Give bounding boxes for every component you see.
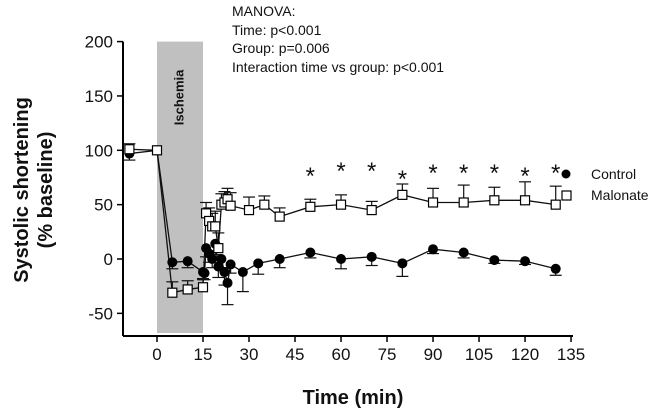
x-tick-label: 15 — [194, 345, 213, 364]
data-point-malonate — [427, 197, 439, 208]
y-tick-label: 0 — [104, 250, 113, 269]
data-point-malonate — [182, 284, 193, 295]
data-point-malonate — [550, 199, 561, 210]
y-tick-label: 200 — [85, 33, 113, 52]
data-point-malonate — [366, 204, 377, 216]
y-tick-label: 50 — [94, 196, 113, 215]
data-point-control — [336, 254, 347, 264]
data-point-malonate — [305, 201, 316, 212]
y-tick-label: 150 — [85, 87, 113, 106]
x-tick-label: 75 — [378, 345, 397, 364]
data-point-malonate — [519, 195, 531, 206]
x-tick-label: 90 — [424, 345, 443, 364]
data-point-control — [199, 268, 210, 279]
data-point-control — [489, 255, 500, 266]
y-tick-label: -50 — [88, 304, 113, 323]
significance-marker: * — [520, 163, 529, 190]
data-point-malonate — [397, 189, 408, 200]
significance-marker: * — [367, 158, 376, 185]
data-point-malonate — [458, 197, 469, 208]
x-tick-label: 105 — [465, 345, 493, 364]
significance-marker: * — [459, 160, 468, 187]
data-point-malonate — [335, 199, 347, 210]
data-point-control — [274, 254, 285, 264]
data-point-control — [458, 247, 469, 258]
data-point-control — [253, 258, 264, 269]
data-point-control — [397, 258, 408, 269]
data-point-malonate — [274, 211, 285, 222]
y-axis-label: (% baseline) — [35, 132, 57, 249]
data-point-control — [216, 254, 227, 264]
ischemia-label: Ischemia — [171, 69, 186, 125]
x-tick-label: 0 — [152, 345, 161, 364]
y-tick-label: 100 — [85, 141, 113, 160]
data-point-control — [366, 251, 377, 262]
data-point-control — [219, 267, 230, 278]
legend-marker-malonate — [561, 190, 572, 201]
data-point-control — [305, 247, 316, 258]
data-point-control — [207, 254, 218, 264]
annotation-line: Time: p<0.001 — [232, 21, 322, 38]
x-tick-label: 30 — [240, 345, 259, 364]
data-point-control — [225, 259, 236, 270]
data-point-malonate — [151, 145, 163, 156]
data-point-malonate — [225, 200, 236, 211]
data-point-malonate — [259, 199, 270, 210]
significance-marker: * — [428, 160, 437, 187]
data-point-malonate — [167, 287, 178, 298]
annotation-line: Interaction time vs group: p<0.001 — [232, 58, 445, 75]
significance-marker: * — [336, 158, 345, 185]
significance-marker: * — [398, 166, 407, 193]
ischemia-region — [157, 41, 204, 333]
significance-marker: * — [551, 160, 560, 187]
data-point-malonate — [243, 204, 255, 216]
data-point-control — [222, 277, 233, 288]
data-point-malonate — [210, 221, 221, 232]
data-point-malonate — [124, 144, 135, 155]
data-point-control — [167, 257, 178, 268]
data-point-control — [237, 267, 248, 278]
legend-marker-control — [561, 169, 571, 179]
significance-marker: * — [306, 163, 315, 190]
data-point-malonate — [197, 282, 209, 293]
x-tick-label: 120 — [511, 345, 539, 364]
annotation-line: MANOVA: — [232, 3, 296, 19]
significance-marker: * — [490, 160, 499, 187]
data-point-control — [550, 263, 561, 274]
manova-annotation: MANOVA: Time: p<0.001 Group: p=0.006 Int… — [232, 2, 444, 76]
legend-label-malonate: Malonate — [591, 187, 649, 203]
data-point-malonate — [213, 243, 224, 254]
x-tick-label: 60 — [332, 345, 351, 364]
y-axis-label: Systolic shortening — [11, 97, 33, 283]
x-tick-label: 135 — [557, 345, 585, 364]
legend-label-control: Control — [591, 166, 636, 182]
data-point-malonate — [489, 195, 500, 206]
data-point-control — [520, 256, 531, 267]
data-point-control — [182, 256, 193, 267]
annotation-line: Group: p=0.006 — [232, 40, 330, 56]
x-axis-label: Time (min) — [303, 387, 404, 409]
x-tick-label: 45 — [286, 345, 305, 364]
data-point-control — [428, 244, 439, 255]
